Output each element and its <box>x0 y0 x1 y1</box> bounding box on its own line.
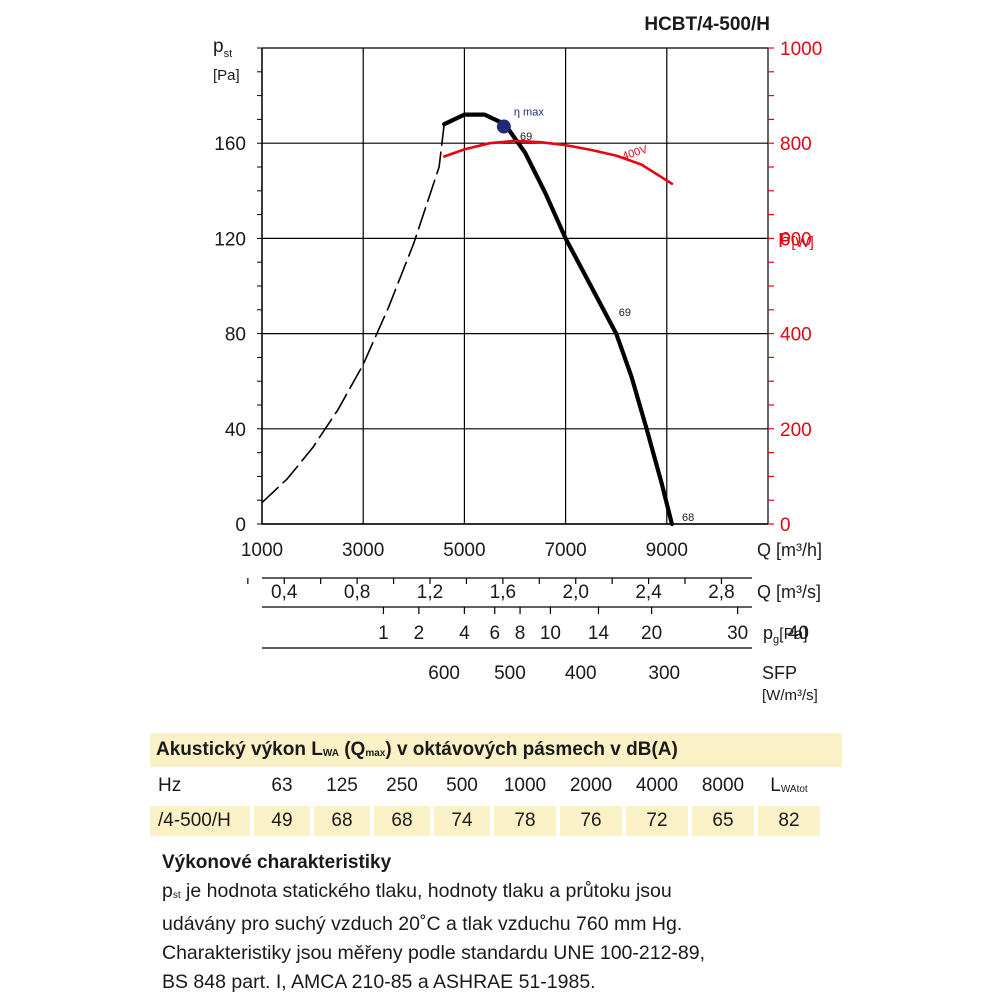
pg-scale-title: pg[Pa] <box>763 623 808 646</box>
description-line-3: Charakteristiky jsou měřeny podle standa… <box>162 942 706 964</box>
y-left-axis-title: pst <box>213 36 232 60</box>
x-tick-label: 3000 <box>342 540 384 561</box>
acoustic-table: Akustický výkon LWA (Qmax) v oktávových … <box>150 733 842 837</box>
y-left-tick-label: 120 <box>214 229 246 250</box>
x-tick-label: 7000 <box>544 540 586 561</box>
pg-scale-title-unit: [Pa] <box>779 626 807 643</box>
acoustic-table-title: Akustický výkon LWA (Qmax) v oktávových … <box>150 733 842 767</box>
series-line-1 <box>442 112 675 527</box>
value-125: 68 <box>314 806 370 836</box>
point-label-0: 69 <box>520 131 532 143</box>
x-tick-label: 1000 <box>241 540 283 561</box>
sfp-tick-label: 500 <box>494 663 526 684</box>
pg-tick-label: 20 <box>641 623 662 644</box>
model-label: /4-500/H <box>150 806 250 836</box>
description-title: Výkonové charakteristiky <box>162 852 392 873</box>
point-label-1: 69 <box>619 307 631 319</box>
sfp-tick-label: 300 <box>648 663 680 684</box>
qs-tick-label: 1,6 <box>490 582 516 603</box>
y-right-tick-label: 0 <box>780 515 791 536</box>
y-right-tick-label: 600 <box>780 229 812 250</box>
sfp-scale-unit: [W/m³/s] <box>762 687 818 704</box>
hz-label: Hz <box>158 775 182 796</box>
y-right-tick-label: 200 <box>780 420 812 441</box>
band-250: 250 <box>386 775 418 796</box>
fan-performance-chart: 04080120160pst[Pa]02004006008001000P[W]1… <box>213 14 822 704</box>
qs-tick-label: 0,8 <box>344 582 370 603</box>
point-label-2: 68 <box>682 512 694 524</box>
pg-tick-label: 2 <box>414 623 425 644</box>
band-8000: 8000 <box>701 775 745 796</box>
qs-tick-label: 1,2 <box>417 582 443 603</box>
qs-tick-label: 0,4 <box>271 582 298 603</box>
pg-tick-label: 4 <box>459 623 470 644</box>
x-tick-label: 9000 <box>646 540 688 561</box>
series-line-2 <box>442 139 674 185</box>
pg-tick-label: 30 <box>727 623 748 644</box>
qs-tick-label: 2,4 <box>635 582 662 603</box>
value-63: 49 <box>254 806 310 836</box>
y-left-tick-label: 0 <box>235 515 246 536</box>
pg-tick-label: 14 <box>588 623 610 644</box>
y-right-tick-label: 1000 <box>780 39 822 60</box>
y-left-tick-label: 160 <box>214 134 246 155</box>
qs-tick-label: 2,0 <box>563 582 589 603</box>
y-right-axis-unit: [W] <box>791 234 814 251</box>
band-63: 63 <box>271 775 293 796</box>
value-500: 74 <box>434 806 490 836</box>
x-axis-title: Q [m³/h] <box>757 540 822 560</box>
value-2000: 76 <box>560 806 622 836</box>
band-total: LWAtot <box>770 775 808 796</box>
y-right-tick-label: 800 <box>780 134 812 155</box>
chart-title: HCBT/4-500/H <box>644 14 770 35</box>
band-1000: 1000 <box>503 775 547 796</box>
band-2000: 2000 <box>569 775 613 796</box>
value-8000: 65 <box>692 806 754 836</box>
band-4000: 4000 <box>635 775 679 796</box>
voltage-label: 400V <box>621 143 650 163</box>
pg-tick-label: 40 <box>788 623 809 644</box>
description-line-4: BS 848 part. I, AMCA 210-85 a ASHRAE 51-… <box>162 971 596 993</box>
x-tick-label: 5000 <box>443 540 485 561</box>
description-line-2: udávány pro suchý vzduch 20˚C a tlak vzd… <box>162 913 683 935</box>
y-left-axis-title-sub: st <box>224 48 233 60</box>
qs-tick-label: 2,8 <box>708 582 734 603</box>
qs-scale-title: Q [m³/s] <box>757 582 821 602</box>
value-4000: 72 <box>626 806 688 836</box>
series-line-0 <box>261 123 446 504</box>
performance-description: Výkonové charakteristiky pst je hodnota … <box>162 848 862 997</box>
values-row: /4-500/H 49 68 68 74 78 76 72 65 82 <box>150 805 842 837</box>
y-left-axis-unit: [Pa] <box>213 67 240 84</box>
sfp-tick-label: 400 <box>565 663 597 684</box>
pg-scale-title-sub: g <box>773 634 779 646</box>
eta-max-label: η max <box>514 107 544 119</box>
value-total: 82 <box>758 806 820 836</box>
sfp-tick-label: 600 <box>428 663 460 684</box>
pg-tick-label: 1 <box>378 623 389 644</box>
pg-tick-label: 8 <box>515 623 526 644</box>
value-1000: 78 <box>494 806 556 836</box>
band-500: 500 <box>446 775 478 796</box>
y-right-tick-label: 400 <box>780 325 812 346</box>
y-right-axis-title: P[W] <box>778 230 814 252</box>
y-left-tick-label: 80 <box>225 325 246 346</box>
hz-row: Hz 63 125 250 500 1000 2000 4000 8000 LW… <box>150 770 842 802</box>
description-line-1: pst je hodnota statického tlaku, hodnoty… <box>162 880 672 902</box>
pg-tick-label: 10 <box>540 623 561 644</box>
value-250: 68 <box>374 806 430 836</box>
eta-max-marker <box>496 119 511 134</box>
sfp-scale-title: SFP <box>762 663 797 683</box>
y-left-tick-label: 40 <box>225 420 246 441</box>
band-125: 125 <box>326 775 358 796</box>
pg-tick-label: 6 <box>489 623 500 644</box>
